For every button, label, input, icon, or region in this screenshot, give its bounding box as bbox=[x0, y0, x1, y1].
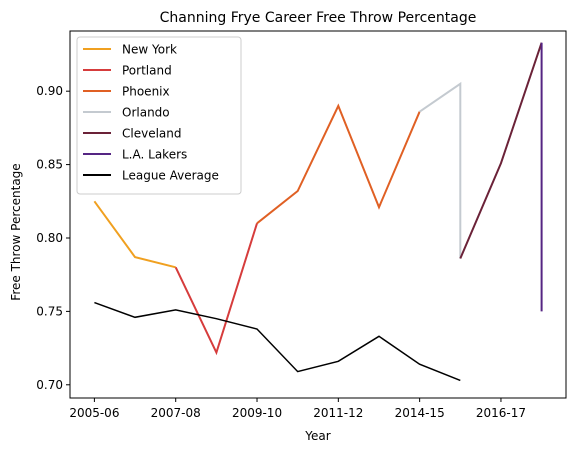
series-line-league-average bbox=[94, 301, 461, 382]
x-tick-label: 2011-12 bbox=[313, 406, 363, 420]
y-tick-label: 0.75 bbox=[36, 304, 63, 318]
series-line-portland bbox=[174, 223, 258, 356]
y-tick-label: 0.90 bbox=[36, 84, 63, 98]
x-axis-label: Year bbox=[304, 429, 330, 443]
x-tick-label: 2014-15 bbox=[395, 406, 445, 420]
legend-entry: Cleveland bbox=[122, 127, 182, 141]
series-line-orlando bbox=[419, 81, 462, 259]
legend-entry: New York bbox=[122, 43, 177, 57]
legend-entry: League Average bbox=[122, 169, 219, 183]
y-tick-label: 0.80 bbox=[36, 231, 63, 245]
legend-entry: Phoenix bbox=[122, 85, 170, 99]
y-tick-label: 0.70 bbox=[36, 378, 63, 392]
plot-area bbox=[69, 30, 567, 399]
chart-title: Channing Frye Career Free Throw Percenta… bbox=[160, 10, 477, 26]
series-layer bbox=[93, 42, 543, 382]
legend: New York Portland Phoenix Orlando Cleveland L… bbox=[76, 36, 242, 195]
x-tick-label: 2016-17 bbox=[476, 406, 526, 420]
x-tick-label: 2007-08 bbox=[151, 406, 201, 420]
y-tick-label: 0.85 bbox=[36, 158, 63, 172]
x-axis: 2005-06 2007-08 2009-10 2011-12 2014-15 2016-… bbox=[69, 398, 526, 420]
legend-entry: Orlando bbox=[122, 106, 170, 120]
legend-entry: Portland bbox=[122, 64, 172, 78]
series-line-new-york bbox=[93, 200, 176, 269]
legend-box bbox=[76, 36, 242, 195]
legend-entry: L.A. Lakers bbox=[122, 148, 187, 162]
y-axis-label: Free Throw Percentage bbox=[9, 163, 23, 300]
y-axis: 0.70 0.75 0.80 0.85 0.90 bbox=[36, 84, 70, 392]
series-line-cleveland bbox=[459, 42, 543, 259]
series-line-phoenix bbox=[256, 103, 421, 225]
x-tick-label: 2005-06 bbox=[69, 406, 119, 420]
x-tick-label: 2009-10 bbox=[232, 406, 282, 420]
